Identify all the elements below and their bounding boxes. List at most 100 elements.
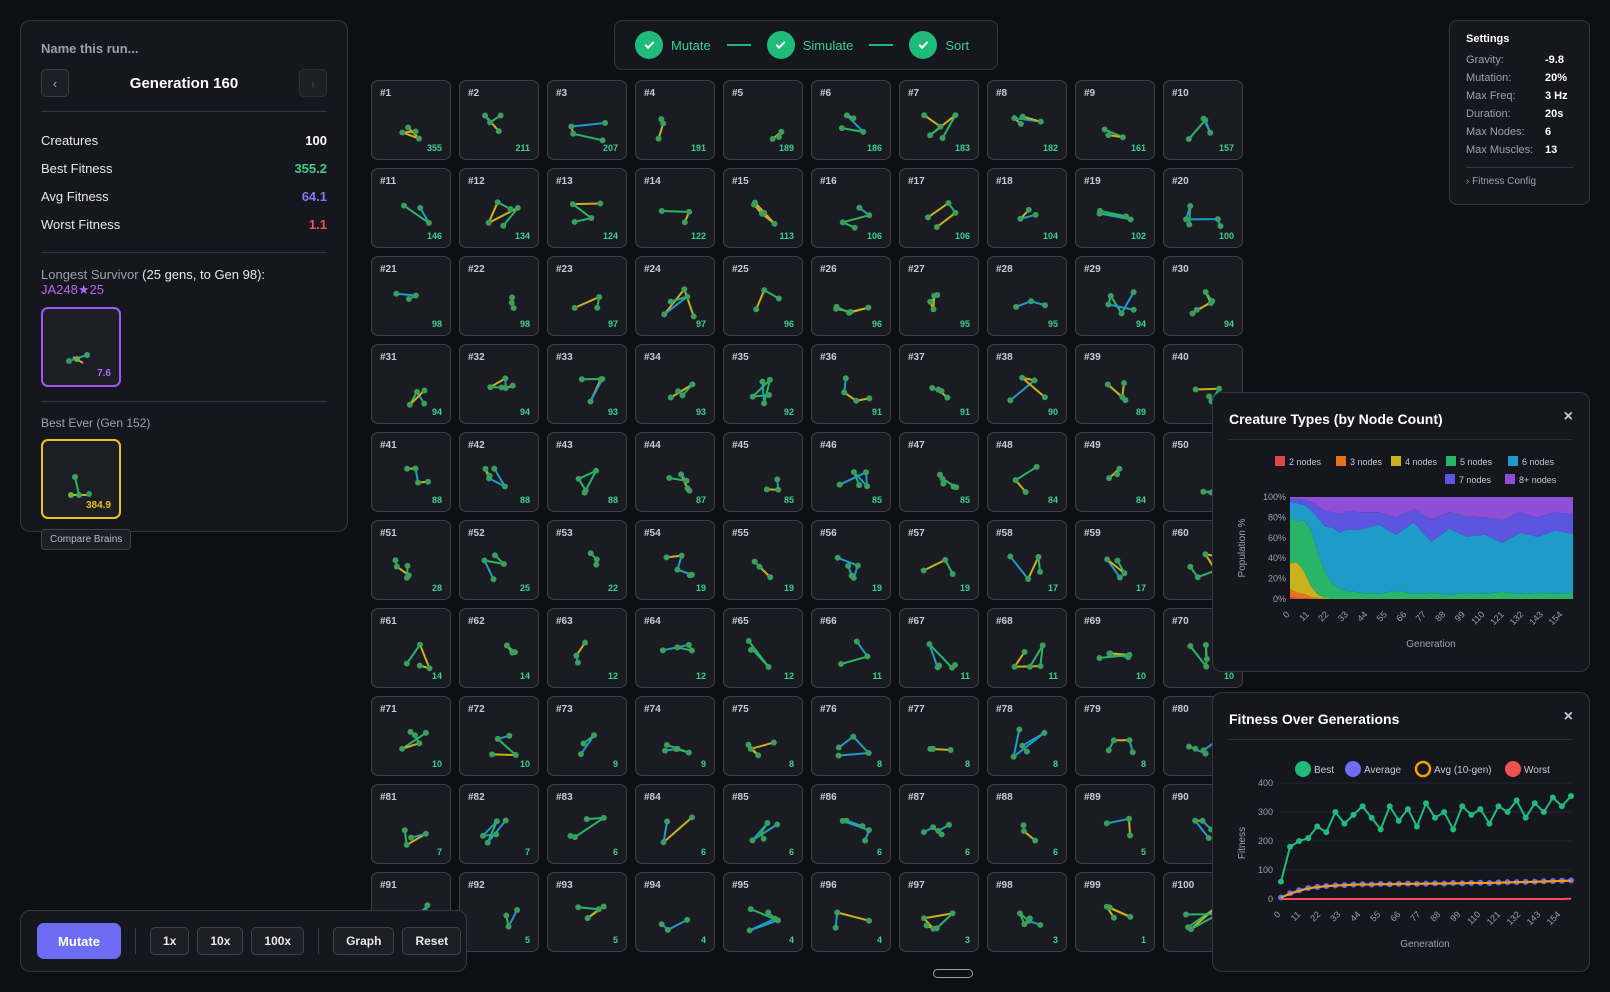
creature-card[interactable]: #73 9: [547, 696, 627, 776]
creature-card[interactable]: #39 89: [1075, 344, 1155, 424]
creature-card[interactable]: #82 7: [459, 784, 539, 864]
creature-card[interactable]: #18 104: [987, 168, 1067, 248]
creature-card[interactable]: #14 122: [635, 168, 715, 248]
creature-card[interactable]: #24 97: [635, 256, 715, 336]
creature-card[interactable]: #40: [1163, 344, 1243, 424]
creature-card[interactable]: #71 10: [371, 696, 451, 776]
creature-card[interactable]: #53 22: [547, 520, 627, 600]
creature-card[interactable]: #10 157: [1163, 80, 1243, 160]
creature-card[interactable]: #49 84: [1075, 432, 1155, 512]
creature-card[interactable]: #83 6: [547, 784, 627, 864]
creature-card[interactable]: #41 88: [371, 432, 451, 512]
creature-card[interactable]: #65 12: [723, 608, 803, 688]
close-icon[interactable]: ×: [1563, 408, 1573, 425]
run-name-input[interactable]: Name this run...: [41, 41, 139, 56]
creature-card[interactable]: #30 94: [1163, 256, 1243, 336]
creature-card[interactable]: #55 19: [723, 520, 803, 600]
creature-card[interactable]: #21 98: [371, 256, 451, 336]
creature-card[interactable]: #48 84: [987, 432, 1067, 512]
creature-card[interactable]: #27 95: [899, 256, 979, 336]
creature-card[interactable]: #94 4: [635, 872, 715, 952]
creature-card[interactable]: #72 10: [459, 696, 539, 776]
creature-card[interactable]: #54 19: [635, 520, 715, 600]
survivor-id[interactable]: JA248★25: [41, 282, 104, 297]
creature-card[interactable]: #17 106: [899, 168, 979, 248]
longest-survivor-thumbnail[interactable]: 7.6: [41, 307, 121, 387]
creature-card[interactable]: #23 97: [547, 256, 627, 336]
creature-card[interactable]: #47 85: [899, 432, 979, 512]
creature-card[interactable]: #45 85: [723, 432, 803, 512]
close-icon[interactable]: ×: [1563, 708, 1573, 725]
creature-card[interactable]: #22 98: [459, 256, 539, 336]
creature-card[interactable]: #35 92: [723, 344, 803, 424]
creature-card[interactable]: #8 182: [987, 80, 1067, 160]
creature-card[interactable]: #13 124: [547, 168, 627, 248]
creature-card[interactable]: #95 4: [723, 872, 803, 952]
creature-card[interactable]: #9 161: [1075, 80, 1155, 160]
mutate-button[interactable]: Mutate: [37, 923, 121, 959]
creature-card[interactable]: #52 25: [459, 520, 539, 600]
creature-card[interactable]: #99 1: [1075, 872, 1155, 952]
creature-card[interactable]: #20 100: [1163, 168, 1243, 248]
reset-button[interactable]: Reset: [402, 927, 462, 955]
creature-card[interactable]: #68 11: [987, 608, 1067, 688]
creature-card[interactable]: #66 11: [811, 608, 891, 688]
creature-card[interactable]: #85 6: [723, 784, 803, 864]
creature-card[interactable]: #2 211: [459, 80, 539, 160]
creature-card[interactable]: #43 88: [547, 432, 627, 512]
creature-card[interactable]: #92 5: [459, 872, 539, 952]
creature-card[interactable]: #76 8: [811, 696, 891, 776]
speed-10x-button[interactable]: 10x: [197, 927, 244, 955]
creature-card[interactable]: #93 5: [547, 872, 627, 952]
speed-1x-button[interactable]: 1x: [150, 927, 190, 955]
scroll-handle[interactable]: [933, 969, 973, 978]
creature-card[interactable]: #74 9: [635, 696, 715, 776]
creature-card[interactable]: #16 106: [811, 168, 891, 248]
creature-card[interactable]: #56 19: [811, 520, 891, 600]
creature-card[interactable]: #97 3: [899, 872, 979, 952]
creature-card[interactable]: #33 93: [547, 344, 627, 424]
creature-card[interactable]: #58 17: [987, 520, 1067, 600]
creature-card[interactable]: #31 94: [371, 344, 451, 424]
creature-card[interactable]: #75 8: [723, 696, 803, 776]
creature-card[interactable]: #6 186: [811, 80, 891, 160]
creature-card[interactable]: #46 85: [811, 432, 891, 512]
creature-card[interactable]: #89 5: [1075, 784, 1155, 864]
creature-card[interactable]: #26 96: [811, 256, 891, 336]
creature-card[interactable]: #29 94: [1075, 256, 1155, 336]
next-generation-button[interactable]: ›: [298, 69, 327, 97]
best-ever-thumbnail[interactable]: 384.9: [41, 439, 121, 519]
creature-card[interactable]: #57 19: [899, 520, 979, 600]
creature-card[interactable]: #37 91: [899, 344, 979, 424]
creature-card[interactable]: #3 207: [547, 80, 627, 160]
prev-generation-button[interactable]: ‹: [41, 69, 69, 97]
creature-card[interactable]: #38 90: [987, 344, 1067, 424]
creature-card[interactable]: #59 17: [1075, 520, 1155, 600]
creature-card[interactable]: #19 102: [1075, 168, 1155, 248]
creature-card[interactable]: #86 6: [811, 784, 891, 864]
compare-brains-button[interactable]: Compare Brains: [41, 529, 132, 550]
creature-card[interactable]: #51 28: [371, 520, 451, 600]
creature-card[interactable]: #96 4: [811, 872, 891, 952]
creature-card[interactable]: #77 8: [899, 696, 979, 776]
creature-card[interactable]: #78 8: [987, 696, 1067, 776]
creature-card[interactable]: #62 14: [459, 608, 539, 688]
creature-card[interactable]: #7 183: [899, 80, 979, 160]
creature-card[interactable]: #84 6: [635, 784, 715, 864]
creature-card[interactable]: #64 12: [635, 608, 715, 688]
speed-100x-button[interactable]: 100x: [251, 927, 305, 955]
fitness-config-toggle[interactable]: › Fitness Config: [1466, 176, 1537, 187]
creature-card[interactable]: #5 189: [723, 80, 803, 160]
creature-card[interactable]: #98 3: [987, 872, 1067, 952]
creature-card[interactable]: #87 6: [899, 784, 979, 864]
creature-card[interactable]: #69 10: [1075, 608, 1155, 688]
graph-button[interactable]: Graph: [333, 927, 395, 955]
creature-card[interactable]: #42 88: [459, 432, 539, 512]
creature-card[interactable]: #12 134: [459, 168, 539, 248]
creature-card[interactable]: #67 11: [899, 608, 979, 688]
creature-card[interactable]: #25 96: [723, 256, 803, 336]
creature-card[interactable]: #34 93: [635, 344, 715, 424]
creature-card[interactable]: #44 87: [635, 432, 715, 512]
creature-card[interactable]: #81 7: [371, 784, 451, 864]
creature-card[interactable]: #36 91: [811, 344, 891, 424]
